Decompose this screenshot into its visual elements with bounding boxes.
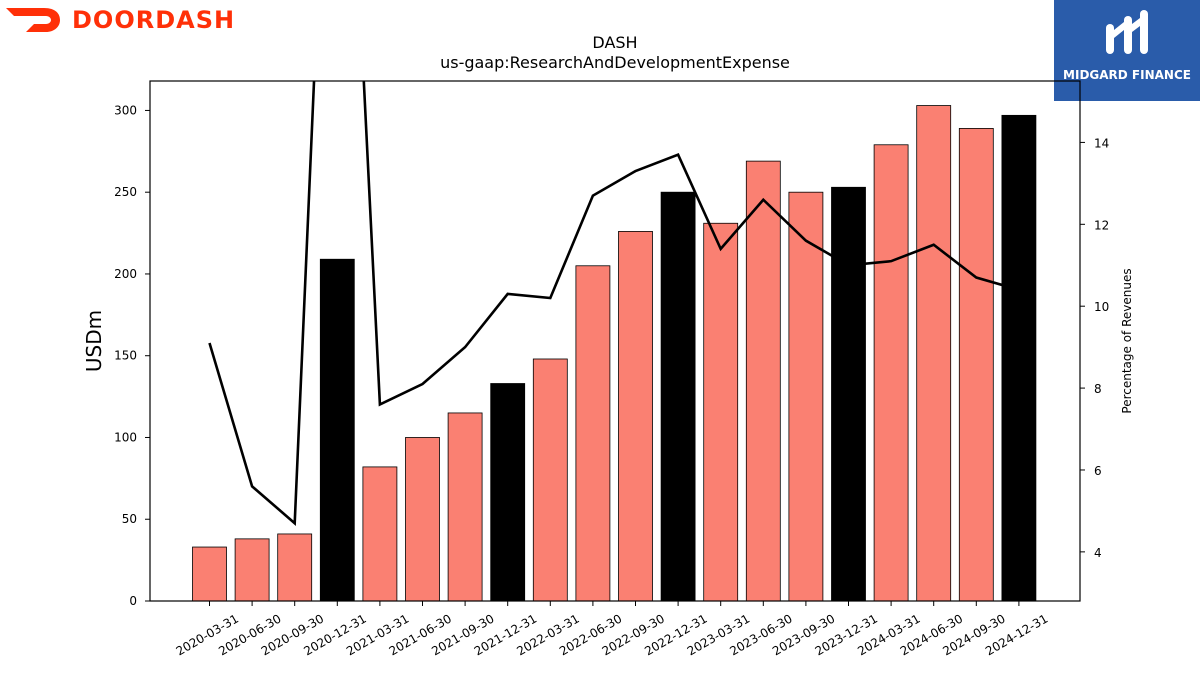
bar-2023-09-30 bbox=[788, 191, 824, 602]
y-axis-label: USDm bbox=[82, 310, 106, 372]
y2-tick-label: 14 bbox=[1094, 136, 1109, 150]
bar-2022-06-30 bbox=[575, 265, 611, 602]
y-tick-label: 200 bbox=[114, 267, 137, 281]
doordash-dash-icon bbox=[6, 8, 60, 32]
bar-2024-03-31 bbox=[873, 144, 909, 602]
midgard-logo-text: MIDGARD FINANCE bbox=[1063, 68, 1191, 82]
bar-2023-06-30 bbox=[745, 160, 781, 602]
y-tick-label: 50 bbox=[122, 512, 137, 526]
plot-frame bbox=[149, 80, 1081, 602]
y2-tick-label: 10 bbox=[1094, 300, 1109, 314]
y-tick-label: 300 bbox=[114, 103, 137, 117]
bar-2024-12-31 bbox=[1001, 114, 1037, 602]
midgard-finance-logo: MIDGARD FINANCE bbox=[1054, 0, 1200, 101]
bar-series bbox=[192, 105, 1037, 602]
bar-2020-03-31 bbox=[192, 546, 227, 602]
bar-2023-12-31 bbox=[831, 186, 866, 602]
chart-subtitle: us-gaap:ResearchAndDevelopmentExpense bbox=[440, 53, 790, 72]
bar-2024-06-30 bbox=[916, 105, 952, 602]
bar-2020-09-30 bbox=[277, 533, 313, 602]
y-tick-label: 0 bbox=[129, 594, 137, 608]
y-tick-label: 250 bbox=[114, 185, 137, 199]
y2-tick-label: 8 bbox=[1094, 382, 1102, 396]
bar-2021-12-31 bbox=[490, 383, 526, 602]
y2-tick-label: 12 bbox=[1094, 218, 1109, 232]
midgard-mark-icon bbox=[1106, 10, 1148, 54]
bar-2020-12-31 bbox=[319, 258, 355, 602]
bar-2022-12-31 bbox=[660, 191, 696, 602]
bar-2021-03-31 bbox=[362, 466, 398, 602]
bar-2023-03-31 bbox=[703, 222, 739, 602]
bar-2022-09-30 bbox=[618, 231, 653, 602]
chart-title: DASH bbox=[592, 33, 637, 52]
revenue-percentage-line bbox=[208, 81, 1020, 526]
bar-2021-09-30 bbox=[447, 412, 483, 602]
y2-tick-label: 6 bbox=[1094, 464, 1102, 478]
y-tick-label: 100 bbox=[114, 430, 137, 444]
y2-axis-label: Percentage of Revenues bbox=[1120, 268, 1134, 413]
bar-2024-09-30 bbox=[958, 128, 994, 602]
bar-2020-06-30 bbox=[234, 538, 270, 602]
y-tick-label: 150 bbox=[114, 349, 137, 363]
bar-2021-06-30 bbox=[405, 437, 440, 602]
doordash-logo: DOORDASH bbox=[4, 2, 254, 38]
y2-tick-label: 4 bbox=[1094, 546, 1102, 560]
line-path bbox=[208, 81, 1020, 526]
bar-2022-03-31 bbox=[532, 358, 568, 602]
doordash-logo-text: DOORDASH bbox=[72, 6, 236, 34]
